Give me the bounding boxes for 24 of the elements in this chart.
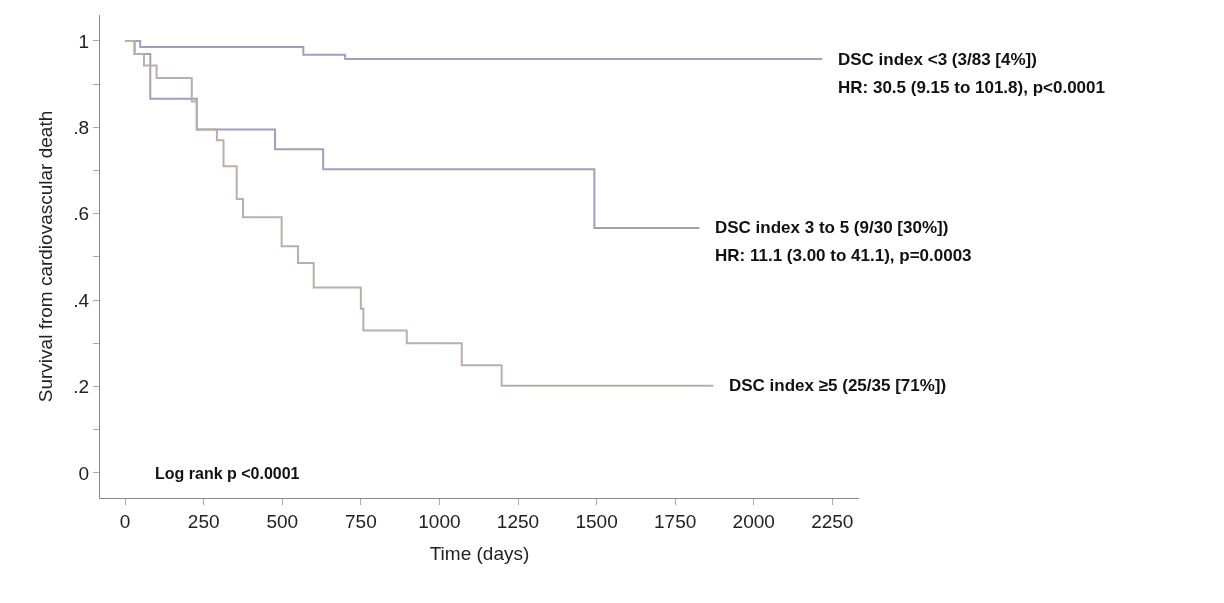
- annotation: Log rank p <0.0001: [155, 465, 300, 482]
- x-tick-label: 1500: [575, 510, 618, 532]
- x-tick-label: 500: [266, 510, 299, 532]
- x-tick-label: 1000: [418, 510, 461, 532]
- y-tick-label: .8: [73, 116, 90, 138]
- y-tick-label: .6: [73, 203, 90, 225]
- y-tick-label: 1: [78, 30, 90, 52]
- x-axis-title: Time (days): [429, 542, 530, 564]
- y-axis-title: Survival from cardiovascular death: [35, 110, 57, 403]
- y-tick-label: .4: [73, 289, 90, 311]
- series-label: DSC index 3 to 5 (9/30 [30%]): [715, 218, 949, 237]
- x-tick-label: 250: [187, 510, 220, 532]
- x-tick-label: 2250: [811, 510, 854, 532]
- series-label: DSC index ≥5 (25/35 [71%]): [729, 376, 947, 395]
- y-tick-label: 0: [78, 462, 90, 484]
- x-tick-label: 1250: [496, 510, 540, 532]
- x-tick-label: 1750: [654, 510, 697, 532]
- x-tick-label: 2000: [732, 510, 775, 532]
- series-label: DSC index <3 (3/83 [4%]): [838, 50, 1037, 69]
- annotation: HR: 11.1 (3.00 to 41.1), p=0.0003: [715, 246, 972, 265]
- x-tick-label: 0: [119, 510, 131, 532]
- x-tick-label: 750: [345, 510, 377, 532]
- y-tick-label: .2: [73, 376, 90, 398]
- annotation: HR: 30.5 (9.15 to 101.8), p<0.0001: [838, 78, 1105, 97]
